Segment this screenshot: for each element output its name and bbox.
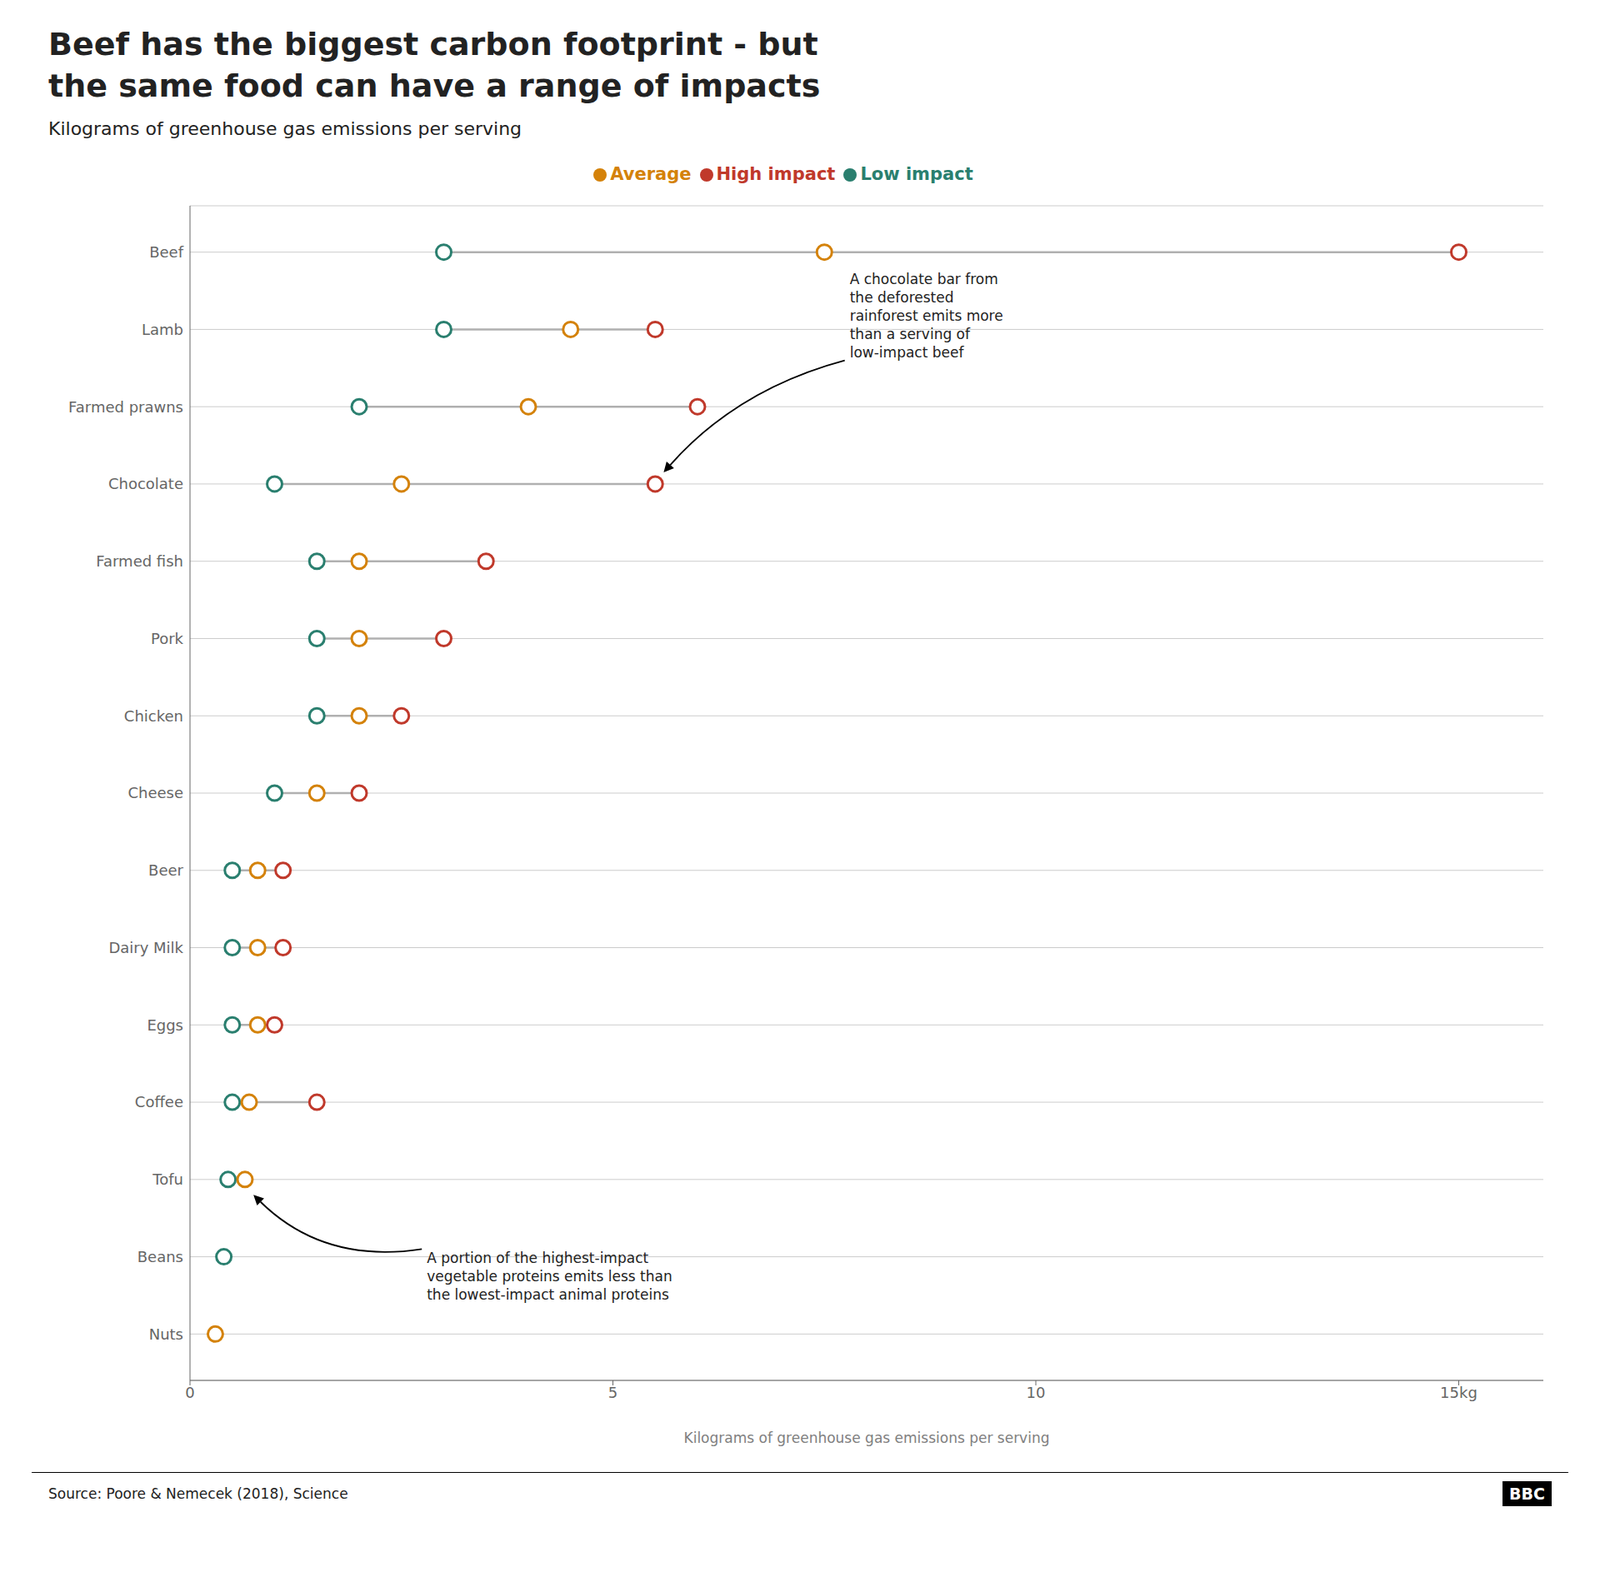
- svg-text:0: 0: [185, 1384, 195, 1402]
- html-text:High impact: High impact: [716, 164, 836, 185]
- svg-text:A portion of the highest-impac: A portion of the highest-impactvegetable…: [426, 1250, 673, 1304]
- svg-text:Dairy Milk: Dairy Milk: [108, 939, 184, 957]
- svg-text:Pork: Pork: [150, 630, 185, 648]
- svg-text:Chicken: Chicken: [124, 707, 184, 725]
- html-text:Average: Average: [610, 164, 692, 185]
- svg-text:Tofu: Tofu: [151, 1170, 184, 1189]
- html-text:Low impact: Low impact: [860, 164, 974, 185]
- html-text:Source: Poore & Nemecek (2018): Source: Poore & Nemecek (2018), Science: [48, 1485, 348, 1503]
- svg-text:Kilograms of greenhouse gas em: Kilograms of greenhouse gas emissions pe…: [684, 1430, 1050, 1447]
- svg-text:Beans: Beans: [137, 1248, 184, 1266]
- svg-text:10: 10: [1026, 1384, 1046, 1402]
- html-text:the same food can have a range: the same food can have a range of impact…: [48, 67, 821, 105]
- svg-text:Eggs: Eggs: [146, 1016, 184, 1035]
- svg-text:5: 5: [608, 1384, 618, 1402]
- svg-text:Cheese: Cheese: [127, 784, 184, 802]
- html-text:Kilograms of greenhouse gas em: Kilograms of greenhouse gas emissions pe…: [48, 118, 522, 140]
- svg-text:15kg: 15kg: [1440, 1384, 1478, 1402]
- svg-text:Coffee: Coffee: [135, 1093, 184, 1111]
- svg-text:A chocolate bar fromthe defore: A chocolate bar fromthe deforestedrainfo…: [850, 270, 1004, 361]
- svg-text:Farmed prawns: Farmed prawns: [68, 398, 184, 416]
- svg-text:Beer: Beer: [148, 861, 184, 880]
- html-text:BBC: BBC: [1509, 1485, 1545, 1504]
- svg-text:Lamb: Lamb: [141, 320, 184, 339]
- html-text:Beef has the biggest carbon fo: Beef has the biggest carbon footprint - …: [48, 25, 819, 63]
- svg-text:Farmed fish: Farmed fish: [95, 552, 184, 570]
- svg-text:Nuts: Nuts: [149, 1325, 184, 1344]
- svg-text:Beef: Beef: [149, 243, 184, 261]
- svg-text:Chocolate: Chocolate: [108, 475, 184, 493]
